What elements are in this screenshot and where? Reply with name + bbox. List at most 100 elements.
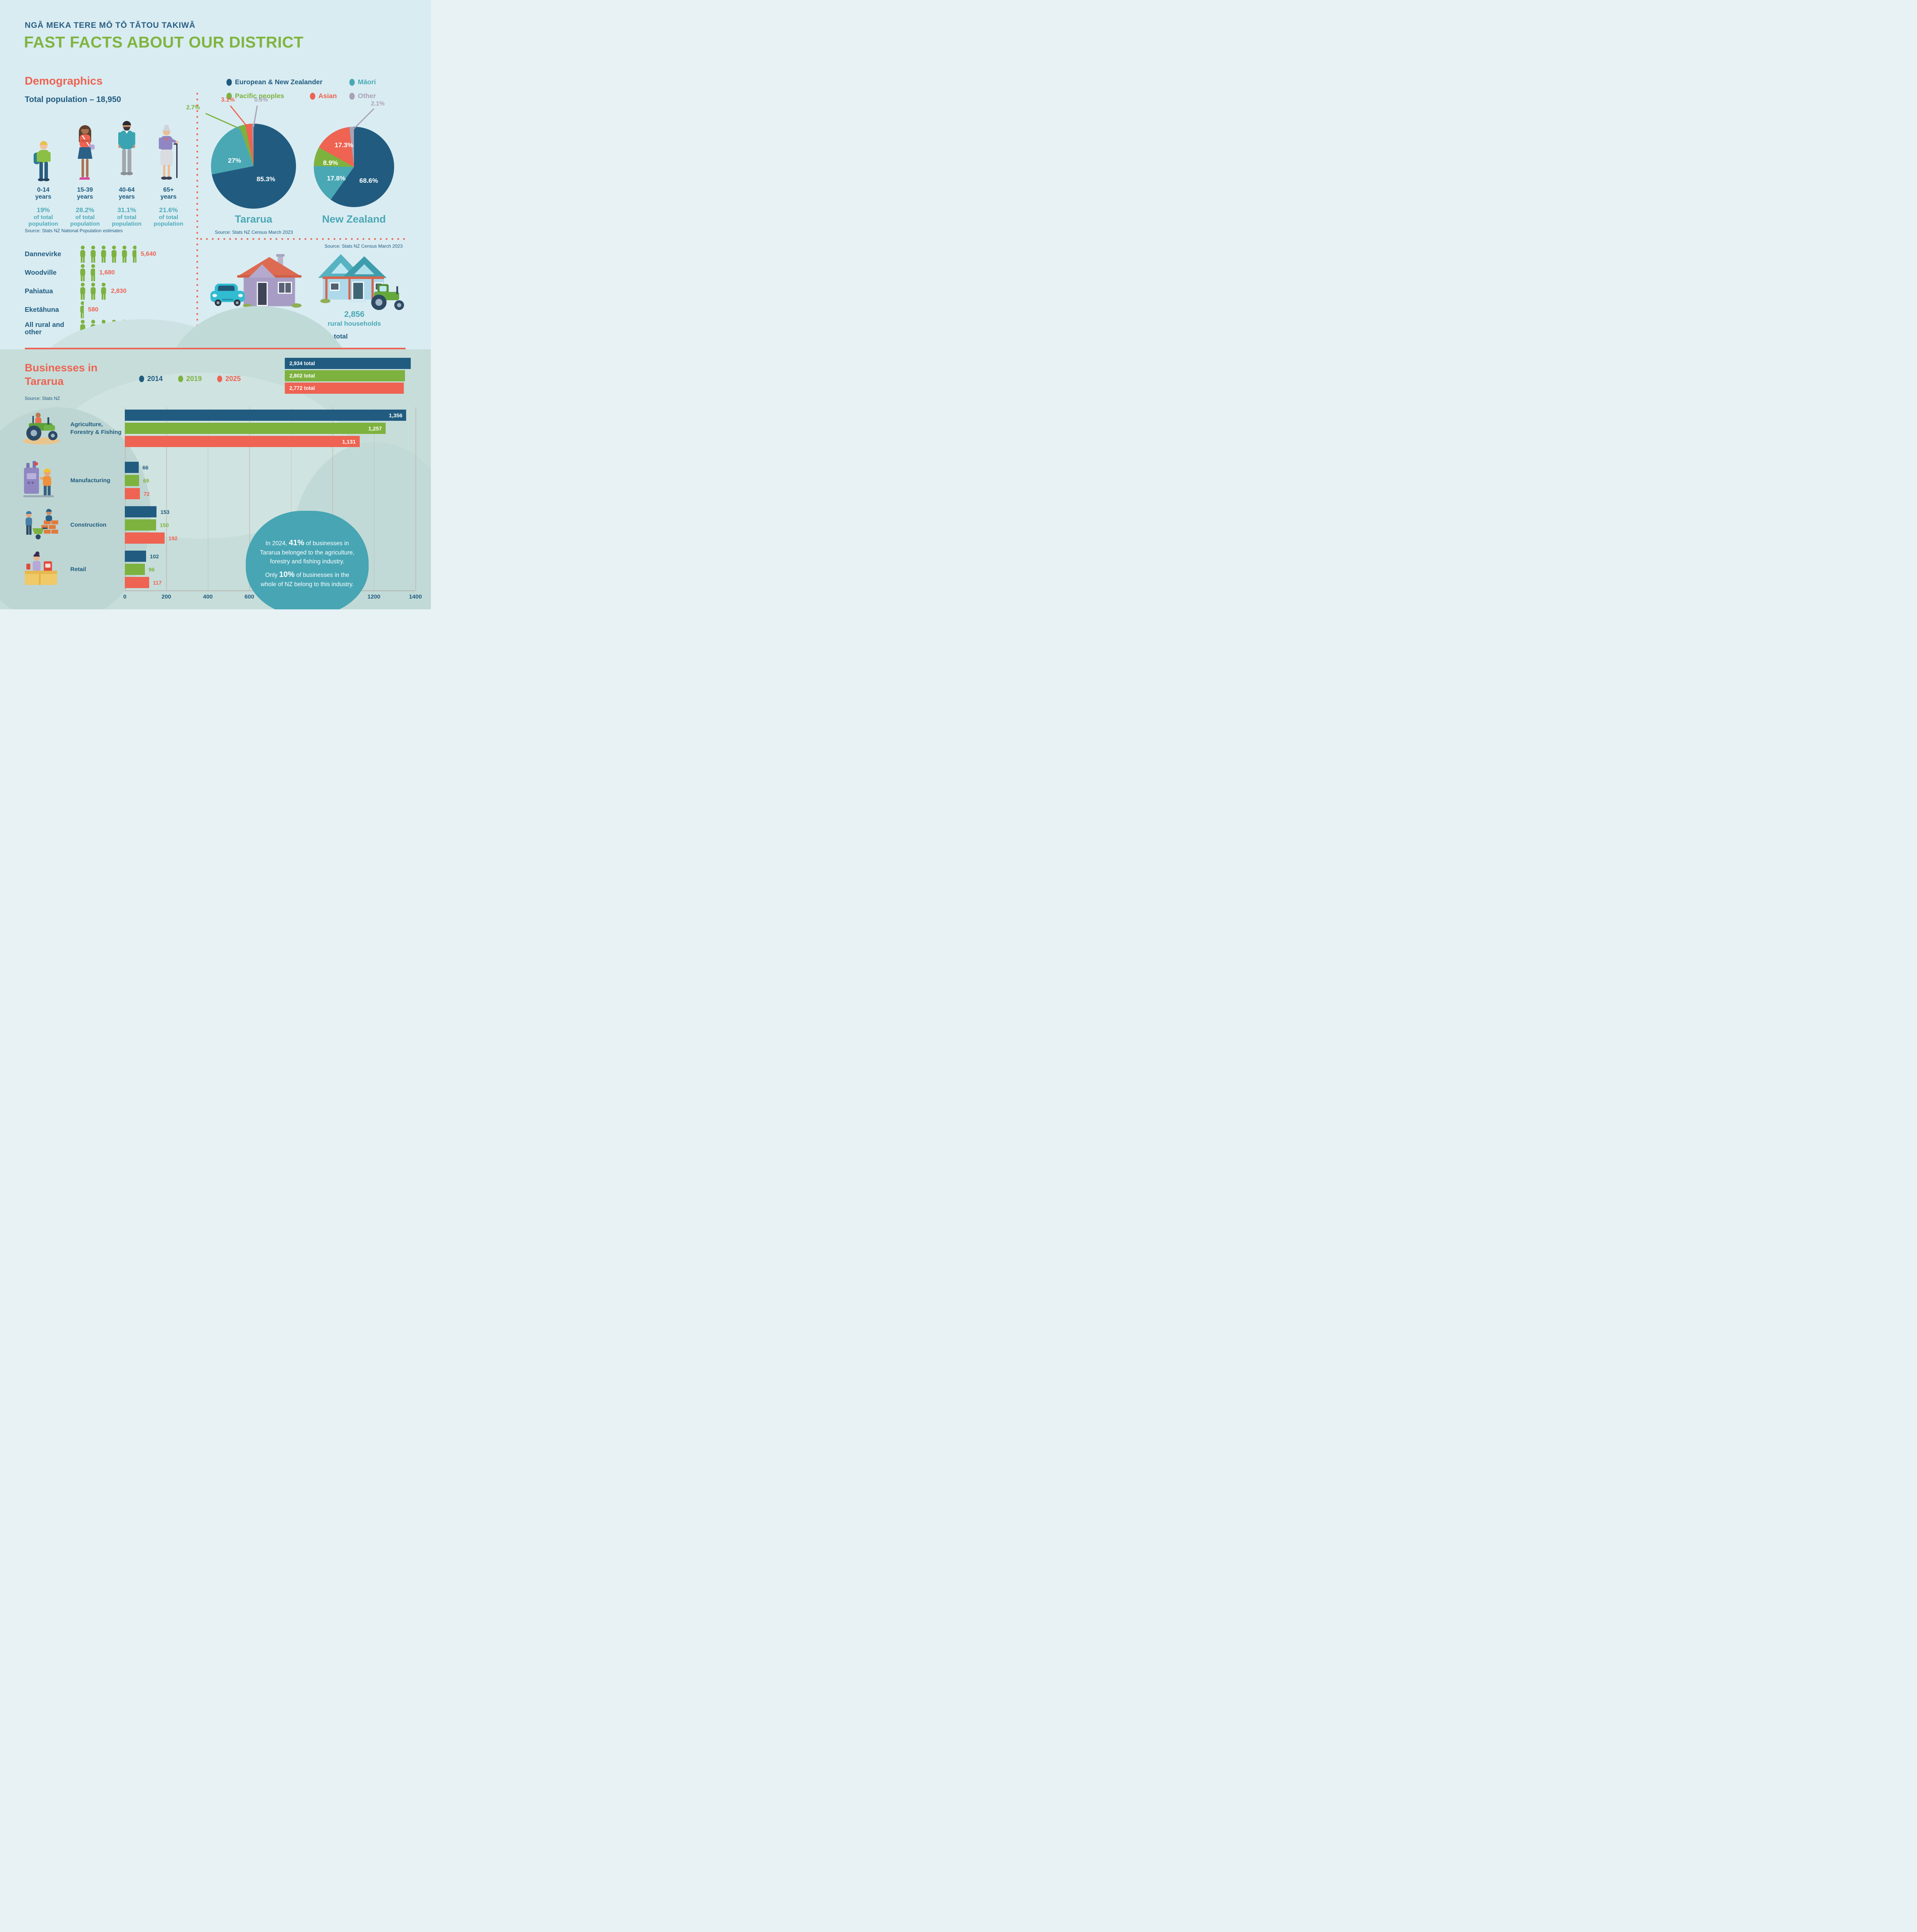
- slice-label-asian: 17.3%: [335, 141, 354, 149]
- bar-value: 150: [160, 522, 169, 528]
- total-label: 2,802 total: [289, 373, 315, 379]
- bar-2014: 1,356: [125, 410, 407, 421]
- pie-chart-new-zealand: 68.6% 17.8% 8.9% 17.3% 2.1%: [314, 100, 394, 207]
- gridline: [166, 407, 167, 590]
- legend-dot-2014: [139, 376, 144, 382]
- business-totals: 2,934 total 2,802 total 2,772 total: [285, 358, 411, 395]
- person-icon-partial: [89, 264, 95, 282]
- rural-households: 2,856 rural households: [314, 310, 395, 328]
- town-population: 580: [88, 306, 99, 313]
- category-label: Construction: [70, 521, 107, 528]
- elder-illustration: [151, 109, 186, 182]
- age-percent: 31.1%: [117, 206, 136, 214]
- total-bar-2025: 2,772 total: [285, 383, 404, 394]
- manufacturing-icon: [22, 459, 61, 500]
- slice-label-other: 0.6%: [254, 97, 268, 103]
- chart-row-construction: Construction 153 150 192: [0, 506, 431, 545]
- slice-label-other: 2.1%: [371, 100, 385, 107]
- pie-caption-new-zealand: New Zealand: [322, 213, 386, 225]
- town-row: Dannevirke 5,640: [25, 245, 197, 264]
- legend-item-other: Other: [349, 92, 376, 100]
- ethnicity-column: European & New Zealander Māori Pacific p…: [186, 73, 406, 349]
- bar-2025: 1,131: [125, 436, 360, 447]
- legend-item-2025: 2025: [217, 375, 241, 383]
- business-heading-line2: Tararua: [25, 375, 64, 387]
- legend-dot-pacific: [226, 92, 232, 100]
- town-population: 5,640: [141, 251, 156, 257]
- age-group-middle: 40-64 years 31.1% of total population: [106, 109, 148, 227]
- town-row: Pahiatua 2,830: [25, 282, 197, 301]
- source-business: Source: Stats NZ: [25, 396, 60, 401]
- age-groups: 0-14 years 19% of total population: [22, 109, 189, 227]
- age-range: 65+ years: [160, 187, 177, 201]
- age-percent: 19%: [36, 206, 50, 214]
- bar-value: 69: [143, 477, 149, 484]
- bar-value: 153: [160, 509, 170, 515]
- axis-tick: 1400: [409, 594, 422, 600]
- legend-label: Pacific peoples: [235, 92, 284, 100]
- gridline: [208, 407, 209, 590]
- horizontal-dotted-divider: [200, 238, 406, 240]
- bar-2019: 69: [125, 475, 149, 486]
- legend-dot-2025: [217, 376, 223, 382]
- category-bars: 66 69 72: [125, 462, 150, 499]
- legend-item-2019: 2019: [178, 375, 202, 383]
- gridline: [332, 407, 333, 590]
- construction-icon: [22, 504, 61, 544]
- person-icon-partial: [100, 282, 107, 300]
- bar-2014: 66: [125, 462, 148, 473]
- category-bars: 153 150 192: [125, 506, 177, 544]
- vertical-dotted-divider: [196, 93, 198, 337]
- legend-dot-other: [349, 92, 355, 100]
- person-icon: [121, 245, 129, 263]
- households-illustrations: [198, 248, 406, 310]
- agriculture-icon: [22, 407, 61, 447]
- business-bar-chart: 0200400600800100012001400 A: [0, 407, 431, 609]
- town-name: Eketāhuna: [25, 306, 59, 314]
- source-population: Source: Stats NZ National Population est…: [25, 228, 123, 233]
- infographic-page: NGĀ MEKA TERE MŌ TŌ TĀTOU TAKIWĀ FAST FA…: [0, 0, 431, 609]
- elderly-woman-figure-icon: [159, 125, 179, 180]
- total-label: 2,772 total: [289, 385, 315, 391]
- leader-line-other: [351, 108, 374, 132]
- business-legend: 2014 2019 2025: [139, 375, 241, 383]
- legend-item-pacific: Pacific peoples: [226, 92, 284, 100]
- person-icon: [79, 245, 87, 263]
- category-label: Manufacturing: [70, 477, 111, 484]
- business-heading: Businesses in Tararua: [25, 361, 97, 388]
- rural-label: rural households: [328, 320, 381, 327]
- person-icon-partial: [79, 301, 84, 319]
- category-bars: 1,356 1,257 1,131: [125, 410, 407, 447]
- man-figure-icon: [118, 121, 135, 175]
- town-row: Woodville 1,680: [25, 264, 197, 282]
- age-range: 0-14 years: [35, 187, 51, 201]
- legend-dot-2019: [178, 376, 184, 382]
- bubble-paragraph-2: Only 10% of businesses in the whole of N…: [260, 570, 354, 588]
- boy-figure-icon: [34, 141, 51, 181]
- town-population: 2,830: [111, 288, 127, 294]
- person-icon: [79, 282, 87, 300]
- business-section: Businesses in Tararua Source: Stats NZ 2…: [0, 306, 431, 609]
- slice-label-maori: 27%: [228, 157, 242, 164]
- car-icon: [210, 283, 245, 306]
- legend-label: 2025: [225, 375, 241, 383]
- person-icon: [89, 282, 98, 300]
- total-bar-2019: 2,802 total: [285, 370, 405, 381]
- bar-value: 117: [153, 579, 162, 586]
- bar-2019: 150: [125, 519, 169, 531]
- town-icons: [79, 301, 84, 319]
- legend-item-maori: Māori: [349, 78, 376, 86]
- bubble-paragraph-1: In 2024, 41% of businesses in Tararua be…: [260, 539, 355, 565]
- pie-chart-tararua: 85.3% 27% 2.7% 3.1% 0.6%: [186, 97, 296, 209]
- chart-row-retail: Retail 102 96 117: [0, 551, 431, 589]
- pie-caption-tararua: Tararua: [235, 213, 272, 225]
- child-illustration: [30, 109, 57, 182]
- speech-bubble-tail: [274, 601, 305, 609]
- legend-label: 2019: [186, 375, 202, 383]
- subtitle-maori: NGĀ MEKA TERE MŌ TŌ TĀTOU TAKIWĀ: [25, 21, 196, 30]
- bar-2019: 96: [125, 564, 155, 575]
- age-note: of total population: [153, 214, 184, 228]
- bar-value: 96: [148, 566, 155, 573]
- age-group-child: 0-14 years 19% of total population: [22, 109, 64, 227]
- age-group-young-adult: 15-39 years 28.2% of total population: [64, 109, 106, 227]
